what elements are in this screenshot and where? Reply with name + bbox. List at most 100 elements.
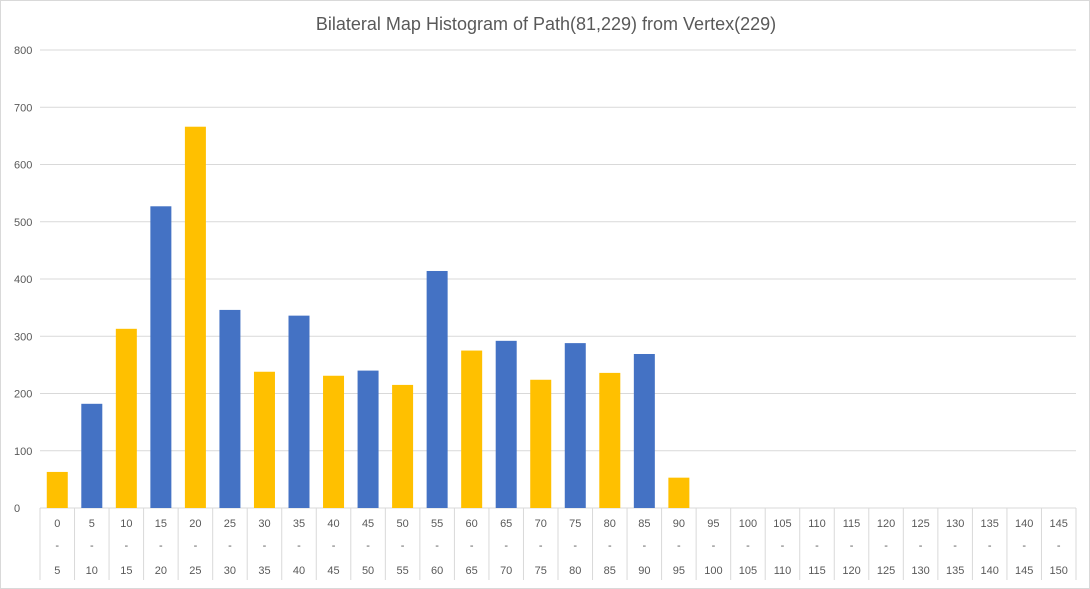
bar [426,270,448,508]
x-tick-separator: - [401,540,405,552]
x-tick-to: 60 [431,565,443,577]
x-tick-to: 75 [535,565,547,577]
x-tick-to: 95 [673,565,685,577]
x-tick-separator: - [781,540,785,552]
x-tick-to: 80 [569,565,581,577]
x-tick-to: 70 [500,565,512,577]
x-axis-categories: 0-55-1010-1515-2020-2525-3030-3535-4040-… [54,518,1068,577]
x-tick-separator: - [712,540,716,552]
bar [633,353,655,508]
x-tick-separator: - [1057,540,1061,552]
x-tick-from: 0 [54,518,60,530]
x-tick-from: 85 [638,518,650,530]
x-tick-from: 10 [120,518,132,530]
x-tick-separator: - [884,540,888,552]
x-tick-from: 35 [293,518,305,530]
x-tick-from: 60 [466,518,478,530]
x-tick-from: 95 [707,518,719,530]
x-tick-to: 25 [189,565,201,577]
x-tick-to: 120 [842,565,860,577]
x-tick-from: 135 [980,518,998,530]
x-tick-from: 50 [396,518,408,530]
x-tick-separator: - [815,540,819,552]
x-tick-separator: - [919,540,923,552]
x-tick-separator: - [504,540,508,552]
y-tick-label: 100 [14,446,32,458]
x-tick-separator: - [988,540,992,552]
x-tick-separator: - [1022,540,1026,552]
bar [81,403,103,508]
y-tick-label: 800 [14,45,32,57]
x-tick-separator: - [124,540,128,552]
x-tick-separator: - [539,540,543,552]
x-tick-from: 110 [808,518,826,530]
x-tick-from: 80 [604,518,616,530]
x-tick-from: 90 [673,518,685,530]
x-tick-from: 40 [327,518,339,530]
y-tick-label: 600 [14,160,32,172]
chart-title: Bilateral Map Histogram of Path(81,229) … [316,14,776,34]
x-tick-from: 20 [189,518,201,530]
x-tick-to: 40 [293,565,305,577]
x-tick-from: 45 [362,518,374,530]
x-tick-to: 50 [362,565,374,577]
x-tick-separator: - [228,540,232,552]
bar [461,350,483,508]
x-tick-from: 75 [569,518,581,530]
x-tick-separator: - [953,540,957,552]
x-tick-from: 115 [843,518,861,530]
x-tick-separator: - [608,540,612,552]
bar [495,340,517,508]
x-tick-to: 105 [739,565,757,577]
x-tick-to: 130 [911,565,929,577]
bar [392,384,414,508]
bar [184,126,206,508]
x-tick-separator: - [263,540,267,552]
bar [323,375,345,508]
x-tick-from: 140 [1015,518,1033,530]
x-tick-separator: - [159,540,163,552]
x-tick-to: 90 [638,565,650,577]
x-tick-separator: - [55,540,59,552]
x-tick-to: 110 [774,565,792,577]
bar [357,370,379,508]
y-tick-label: 300 [14,331,32,343]
x-tick-from: 125 [911,518,929,530]
x-tick-from: 145 [1050,518,1068,530]
bars [46,126,690,509]
bar [150,206,172,509]
x-tick-to: 45 [327,565,339,577]
x-tick-to: 135 [946,565,964,577]
x-tick-from: 25 [224,518,236,530]
x-tick-separator: - [332,540,336,552]
x-tick-to: 15 [120,565,132,577]
x-tick-separator: - [194,540,198,552]
bar [219,309,241,508]
x-tick-separator: - [297,540,301,552]
y-tick-label: 0 [14,503,20,515]
x-tick-separator: - [677,540,681,552]
x-tick-from: 30 [258,518,270,530]
x-tick-from: 105 [773,518,791,530]
x-tick-separator: - [366,540,370,552]
y-axis-ticks: 0 100 200 300 400 500 600 700 800 [14,45,32,515]
y-tick-label: 400 [14,274,32,286]
x-tick-to: 5 [54,565,60,577]
x-tick-to: 20 [155,565,167,577]
x-tick-to: 115 [808,565,826,577]
x-tick-from: 130 [946,518,964,530]
x-tick-from: 55 [431,518,443,530]
bar [668,477,690,508]
x-tick-separator: - [746,540,750,552]
x-tick-separator: - [470,540,474,552]
x-tick-separator: - [435,540,439,552]
x-tick-to: 145 [1015,565,1033,577]
x-tick-separator: - [573,540,577,552]
x-tick-separator: - [90,540,94,552]
x-tick-to: 30 [224,565,236,577]
bar [115,328,137,508]
bar [599,372,621,508]
x-tick-from: 5 [89,518,95,530]
x-tick-to: 125 [877,565,895,577]
